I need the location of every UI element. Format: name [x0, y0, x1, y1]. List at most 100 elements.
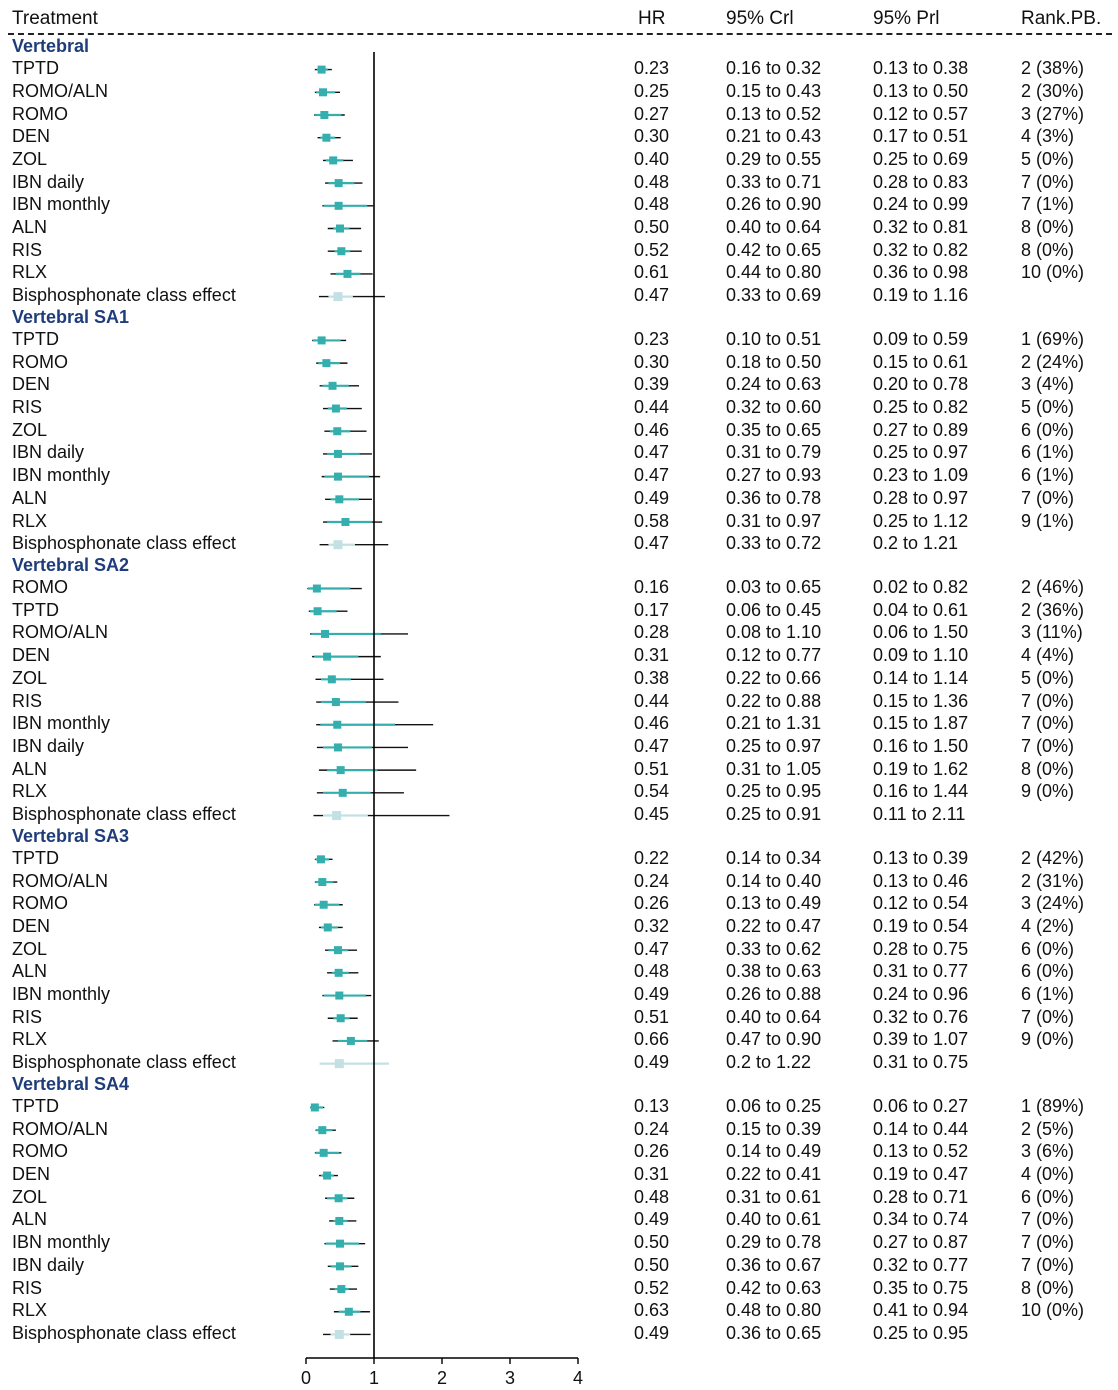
prediction-interval-value: 0.25 to 0.95 — [873, 1322, 969, 1343]
prediction-interval-value: 0.25 to 1.12 — [873, 510, 969, 531]
rank-value: 7 (0%) — [1021, 1006, 1075, 1027]
credible-interval-value: 0.40 to 0.61 — [726, 1209, 822, 1230]
prediction-interval-value: 0.16 to 1.44 — [873, 781, 969, 802]
hr-value: 0.47 — [634, 938, 670, 959]
treatment-label: RIS — [12, 239, 43, 260]
prediction-interval-value: 0.32 to 0.82 — [873, 239, 969, 260]
hazard-ratio-point — [317, 336, 326, 345]
hazard-ratio-point — [333, 946, 342, 955]
group-title: Vertebral — [12, 36, 90, 56]
prediction-interval-value: 0.06 to 1.50 — [873, 622, 969, 643]
hazard-ratio-point — [343, 269, 352, 278]
prediction-interval-value: 0.28 to 0.71 — [873, 1186, 969, 1207]
prediction-interval-value: 0.15 to 1.36 — [873, 690, 969, 711]
prediction-interval-value: 0.19 to 1.16 — [873, 285, 969, 306]
treatment-label: ZOL — [12, 148, 48, 169]
hazard-ratio-point — [323, 652, 332, 661]
credible-interval-value: 0.14 to 0.40 — [726, 870, 822, 891]
hazard-ratio-point — [323, 923, 332, 932]
header-hr: HR — [638, 8, 666, 29]
credible-interval-value: 0.22 to 0.88 — [726, 690, 822, 711]
credible-interval-value: 0.25 to 0.91 — [726, 804, 822, 825]
hazard-ratio-point — [312, 584, 321, 593]
credible-interval-value: 0.40 to 0.64 — [726, 217, 822, 237]
prediction-interval-value: 0.31 to 0.77 — [873, 961, 969, 982]
credible-interval-value: 0.13 to 0.52 — [726, 103, 822, 124]
credible-interval-value: 0.47 to 0.90 — [726, 1029, 822, 1050]
treatment-label: ZOL — [12, 419, 48, 440]
hr-value: 0.22 — [634, 847, 670, 868]
treatment-label: ROMO/ALN — [12, 622, 109, 643]
credible-interval-value: 0.10 to 0.51 — [726, 328, 822, 349]
hazard-ratio-point — [333, 292, 343, 302]
prediction-interval-value: 0.13 to 0.50 — [873, 80, 969, 101]
hr-value: 0.49 — [634, 487, 670, 508]
treatment-label: ROMO/ALN — [12, 1118, 109, 1139]
x-axis-tick-label: 4 — [573, 1368, 583, 1388]
credible-interval-value: 0.29 to 0.55 — [726, 148, 822, 169]
rank-value: 10 (0%) — [1021, 1300, 1085, 1321]
credible-interval-value: 0.33 to 0.69 — [726, 285, 822, 306]
prediction-interval-value: 0.20 to 0.78 — [873, 374, 969, 395]
hr-value: 0.39 — [634, 374, 670, 395]
credible-interval-value: 0.12 to 0.77 — [726, 645, 822, 666]
header-rank: Rank.PB. — [1021, 8, 1102, 29]
treatment-label: Bisphosphonate class effect — [12, 533, 236, 554]
credible-interval-value: 0.33 to 0.71 — [726, 171, 822, 192]
treatment-label: Bisphosphonate class effect — [12, 285, 236, 306]
hr-value: 0.48 — [634, 171, 670, 192]
prediction-interval-value: 0.06 to 0.27 — [873, 1095, 969, 1116]
header-credible-interval: 95% Crl — [726, 8, 794, 29]
rank-value: 1 (69%) — [1021, 328, 1085, 349]
treatment-label: ZOL — [12, 938, 48, 959]
hazard-ratio-point — [317, 65, 326, 74]
treatment-label: DEN — [12, 374, 51, 395]
hazard-ratio-point — [327, 675, 336, 684]
rank-value: 3 (24%) — [1021, 893, 1085, 914]
credible-interval-value: 0.31 to 0.97 — [726, 510, 822, 531]
rank-value: 6 (0%) — [1021, 938, 1075, 959]
credible-interval-value: 0.24 to 0.63 — [726, 374, 822, 395]
credible-interval-value: 0.21 to 1.31 — [726, 713, 822, 734]
hazard-ratio-point — [316, 855, 325, 864]
hazard-ratio-point — [333, 720, 342, 729]
hazard-ratio-point — [322, 133, 331, 142]
hr-value: 0.47 — [634, 285, 670, 306]
hr-value: 0.51 — [634, 758, 670, 779]
hr-value: 0.47 — [634, 465, 670, 486]
rank-value: 7 (0%) — [1021, 1232, 1075, 1253]
hr-value: 0.50 — [634, 1254, 670, 1275]
credible-interval-value: 0.22 to 0.47 — [726, 915, 822, 936]
hazard-ratio-point — [333, 743, 342, 752]
treatment-label: ZOL — [12, 1186, 48, 1207]
credible-interval-value: 0.2 to 1.22 — [726, 1052, 812, 1073]
hr-value: 0.24 — [634, 1118, 670, 1139]
prediction-interval-value: 0.17 to 0.51 — [873, 126, 969, 147]
credible-interval-value: 0.26 to 0.90 — [726, 194, 822, 215]
hr-value: 0.50 — [634, 217, 670, 237]
x-axis-tick-label: 0 — [301, 1368, 311, 1388]
rank-value: 9 (0%) — [1021, 1029, 1075, 1050]
hr-value: 0.48 — [634, 1186, 670, 1207]
treatment-label: RIS — [12, 1006, 43, 1027]
credible-interval-value: 0.33 to 0.72 — [726, 533, 822, 554]
prediction-interval-value: 0.28 to 0.75 — [873, 938, 969, 959]
rank-value: 7 (1%) — [1021, 194, 1075, 215]
rank-value: 4 (3%) — [1021, 126, 1075, 147]
hazard-ratio-point — [337, 247, 346, 256]
credible-interval-value: 0.06 to 0.45 — [726, 599, 822, 620]
credible-interval-value: 0.25 to 0.97 — [726, 735, 822, 756]
credible-interval-value: 0.16 to 0.32 — [726, 58, 822, 79]
treatment-label: Bisphosphonate class effect — [12, 1322, 236, 1343]
hr-value: 0.27 — [634, 103, 670, 124]
treatment-label: ROMO — [12, 893, 68, 914]
rank-value: 7 (0%) — [1021, 1254, 1075, 1275]
prediction-interval-value: 0.25 to 0.97 — [873, 442, 969, 463]
header-divider — [8, 33, 1112, 35]
credible-interval-value: 0.35 to 0.65 — [726, 419, 822, 440]
treatment-label: TPTD — [12, 328, 59, 349]
hazard-ratio-point — [334, 968, 343, 977]
hr-value: 0.40 — [634, 148, 670, 169]
hazard-ratio-point — [336, 224, 344, 233]
